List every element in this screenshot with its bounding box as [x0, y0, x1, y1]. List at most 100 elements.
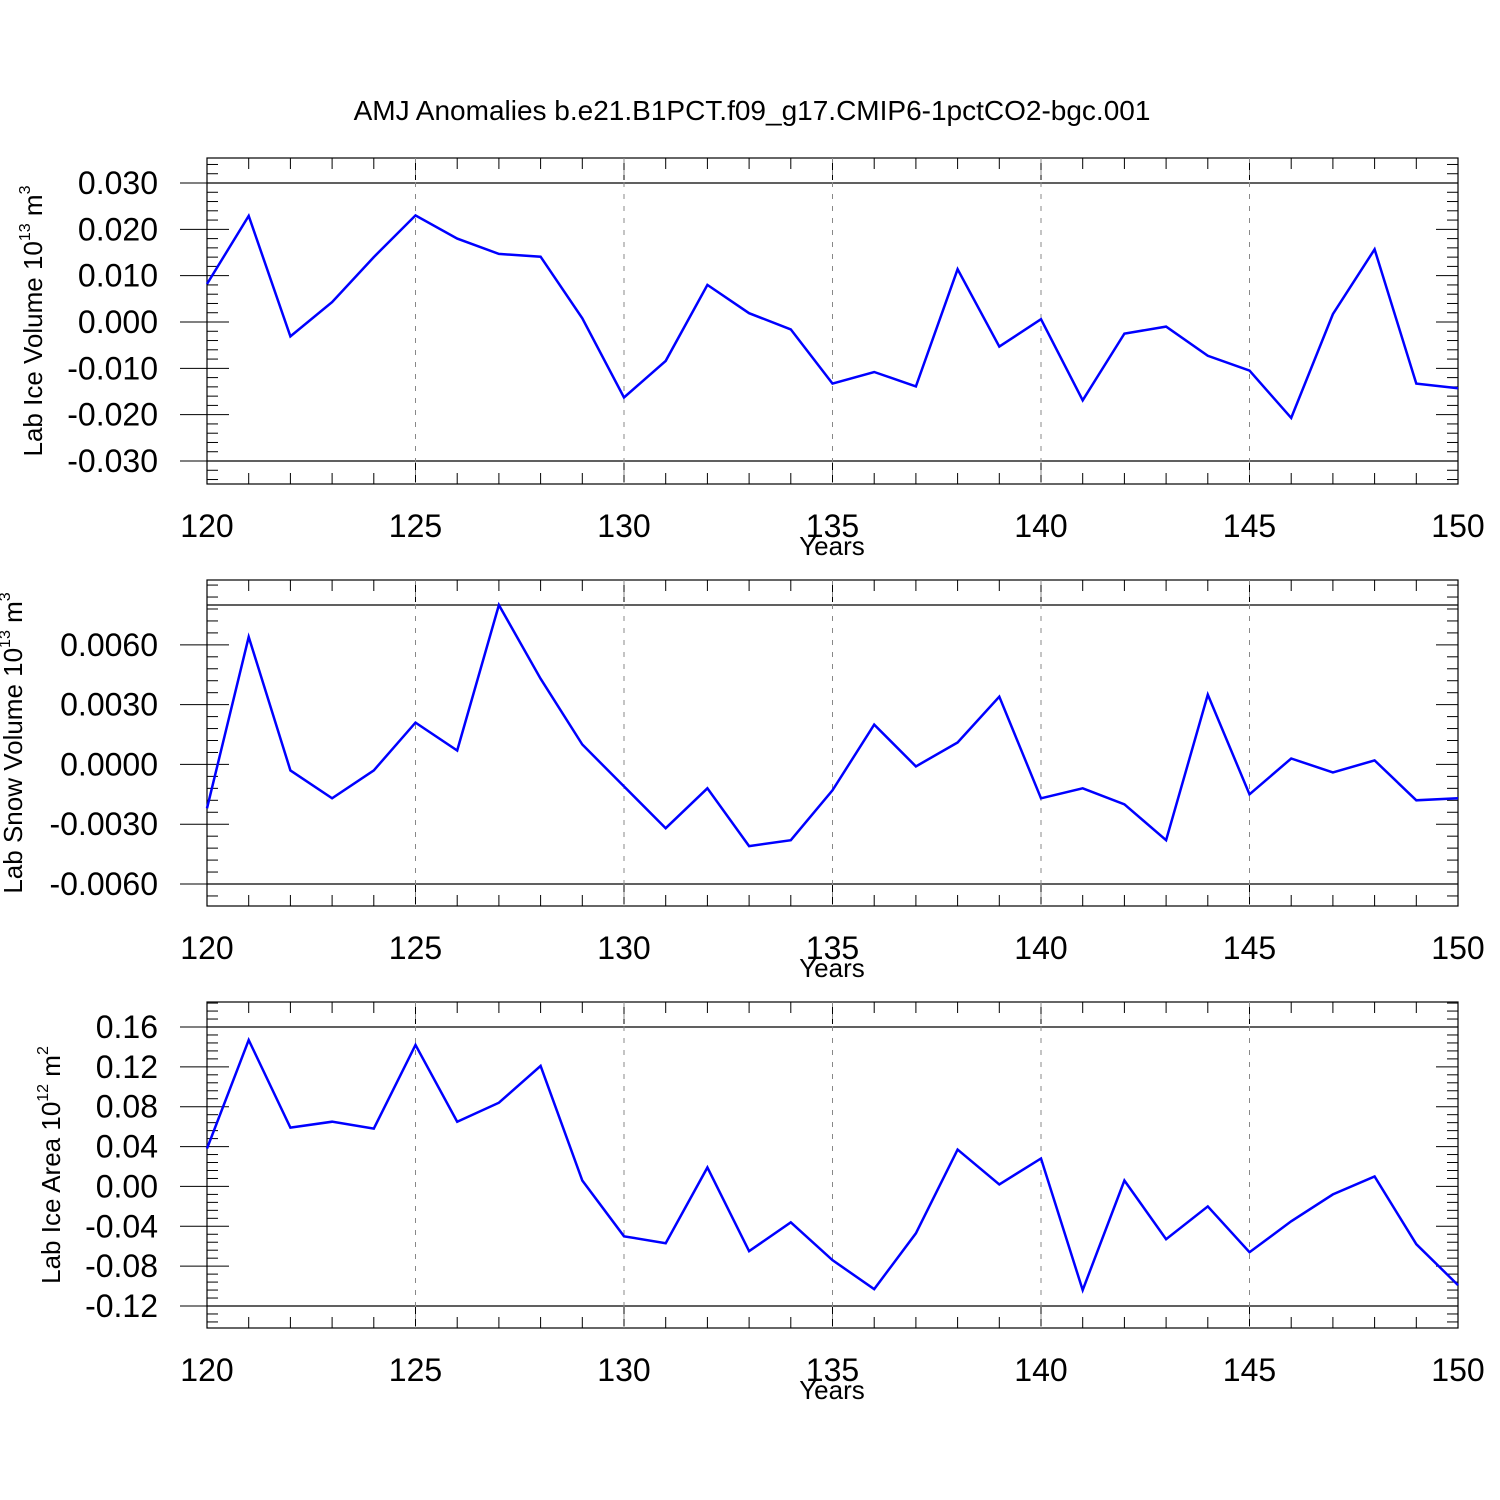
- ice-volume-data-point: [540, 256, 542, 258]
- ice-area-data-point: [915, 1232, 917, 1234]
- ice-volume-ytick-label: 0.020: [78, 211, 158, 247]
- ice-area-xtick-label: 150: [1431, 1352, 1484, 1388]
- snow-volume-data-point: [498, 604, 500, 606]
- ice-volume-data-point: [1374, 248, 1376, 250]
- snow-volume-ylabel: Lab Snow Volume 1013 m3: [0, 592, 28, 893]
- ice-volume-data-point: [1249, 370, 1251, 372]
- ice-volume-xtick-label: 120: [180, 508, 233, 544]
- ice-volume-data-point: [748, 312, 750, 314]
- ice-volume-xtick-label: 125: [389, 508, 442, 544]
- ice-area-data-point: [1249, 1251, 1251, 1253]
- ice-volume-ylabel: Lab Ice Volume 1013 m3: [17, 185, 48, 456]
- snow-volume-data-point: [415, 722, 417, 724]
- ice-volume-data-point: [498, 253, 500, 255]
- ice-area-xtick-label: 135: [806, 1352, 859, 1388]
- snow-volume-xtick-label: 140: [1014, 930, 1067, 966]
- snow-volume-data-point: [1165, 839, 1167, 841]
- snow-volume-data-point: [957, 742, 959, 744]
- ice-area-xtick-label: 120: [180, 1352, 233, 1388]
- ice-area-ytick-label: 0.08: [96, 1089, 158, 1125]
- snow-volume-data-point: [1290, 757, 1292, 759]
- ice-area-xtick-label: 130: [597, 1352, 650, 1388]
- ice-area-data-point: [873, 1288, 875, 1290]
- ice-area-data-point: [665, 1242, 667, 1244]
- ice-volume-xtick-label: 140: [1014, 508, 1067, 544]
- snow-volume-data-point: [1415, 799, 1417, 801]
- ice-volume-data-point: [289, 335, 291, 337]
- ice-area-data-point: [581, 1179, 583, 1181]
- ice-volume-data-point: [665, 360, 667, 362]
- ice-volume-data-point: [1207, 355, 1209, 357]
- snow-volume-series-line: [205, 601, 1459, 848]
- ice-area-data-point: [540, 1065, 542, 1067]
- ice-volume-data-point: [1040, 318, 1042, 320]
- snow-volume-data-point: [456, 749, 458, 751]
- snow-volume-xtick-label: 120: [180, 930, 233, 966]
- panel-lab-snow-volume: 120 125 130 135 140 145 150 0.0060 0.0030 0.0000 -…: [0, 579, 1485, 983]
- snow-volume-data-point: [248, 636, 250, 638]
- ice-area-ytick-label: -0.04: [85, 1208, 158, 1244]
- ice-area-data-point: [1165, 1238, 1167, 1240]
- ice-area-data-point: [706, 1166, 708, 1168]
- snow-volume-ytick-label: -0.0060: [49, 866, 158, 902]
- snow-volume-ytick-label: 0.0000: [60, 746, 158, 782]
- ice-volume-data-point: [957, 268, 959, 270]
- snow-volume-data-point: [706, 787, 708, 789]
- ice-area-data-point: [790, 1221, 792, 1223]
- snow-volume-data-point: [1332, 771, 1334, 773]
- snow-volume-data-point: [1123, 803, 1125, 805]
- ice-area-xtick-label: 140: [1014, 1352, 1067, 1388]
- snow-volume-xtick-label: 150: [1431, 930, 1484, 966]
- ice-area-data-point: [415, 1044, 417, 1046]
- ice-area-data-point: [1082, 1289, 1084, 1291]
- ice-volume-data-point: [623, 397, 625, 399]
- ice-area-data-point: [248, 1039, 250, 1041]
- ice-area-data-point: [1207, 1205, 1209, 1207]
- snow-volume-xlabel: Years: [799, 953, 865, 983]
- ice-area-ylabel: Lab Ice Area 1012 m2: [35, 1046, 66, 1284]
- snow-volume-data-point: [1374, 759, 1376, 761]
- snow-volume-xtick-label: 145: [1223, 930, 1276, 966]
- snow-volume-data-point: [1040, 797, 1042, 799]
- snow-volume-data-point: [665, 827, 667, 829]
- ice-area-ytick-label: -0.08: [85, 1248, 158, 1284]
- ice-volume-ytick-label: 0.010: [78, 258, 158, 294]
- ice-volume-xtick-label: 130: [597, 508, 650, 544]
- ice-area-data-point: [1123, 1179, 1125, 1181]
- snow-volume-xtick-label: 130: [597, 930, 650, 966]
- ice-area-data-point: [456, 1121, 458, 1123]
- snow-volume-ytick-label: 0.0030: [60, 687, 158, 723]
- snow-volume-data-point: [581, 744, 583, 746]
- ice-area-data-point: [1457, 1284, 1459, 1286]
- ice-volume-data-point: [373, 256, 375, 258]
- ice-volume-data-point: [1332, 313, 1334, 315]
- ice-area-data-point: [748, 1250, 750, 1252]
- panel-lab-ice-volume: 120 125 130 135 140 145 150 0.030 0.020 0.010 0.00…: [17, 157, 1485, 561]
- ice-area-series-line: [205, 1036, 1459, 1294]
- ice-area-data-point: [1040, 1158, 1042, 1160]
- ice-volume-data-point: [873, 371, 875, 373]
- ice-area-data-point: [206, 1148, 208, 1150]
- ice-area-data-point: [1332, 1193, 1334, 1195]
- snow-volume-data-point: [289, 769, 291, 771]
- ice-volume-data-point: [248, 215, 250, 217]
- ice-area-ytick-label: 0.12: [96, 1049, 158, 1085]
- ice-volume-ytick-label: 0.030: [78, 165, 158, 201]
- snow-volume-data-point: [790, 839, 792, 841]
- ice-volume-data-point: [206, 283, 208, 285]
- ice-area-data-point: [832, 1259, 834, 1261]
- ice-volume-data-point: [1082, 399, 1084, 401]
- ice-volume-data-point: [790, 328, 792, 330]
- ice-area-xtick-label: 125: [389, 1352, 442, 1388]
- ice-volume-series-line: [205, 212, 1459, 421]
- ice-volume-ytick-label: -0.030: [67, 443, 158, 479]
- snow-volume-data-point: [373, 769, 375, 771]
- ice-volume-ytick-label: 0.000: [78, 304, 158, 340]
- ice-area-data-point: [331, 1121, 333, 1123]
- ice-volume-xtick-label: 145: [1223, 508, 1276, 544]
- ice-volume-data-point: [1290, 417, 1292, 419]
- snow-volume-data-point: [206, 807, 208, 809]
- ice-area-data-point: [1415, 1243, 1417, 1245]
- snow-volume-data-point: [873, 724, 875, 726]
